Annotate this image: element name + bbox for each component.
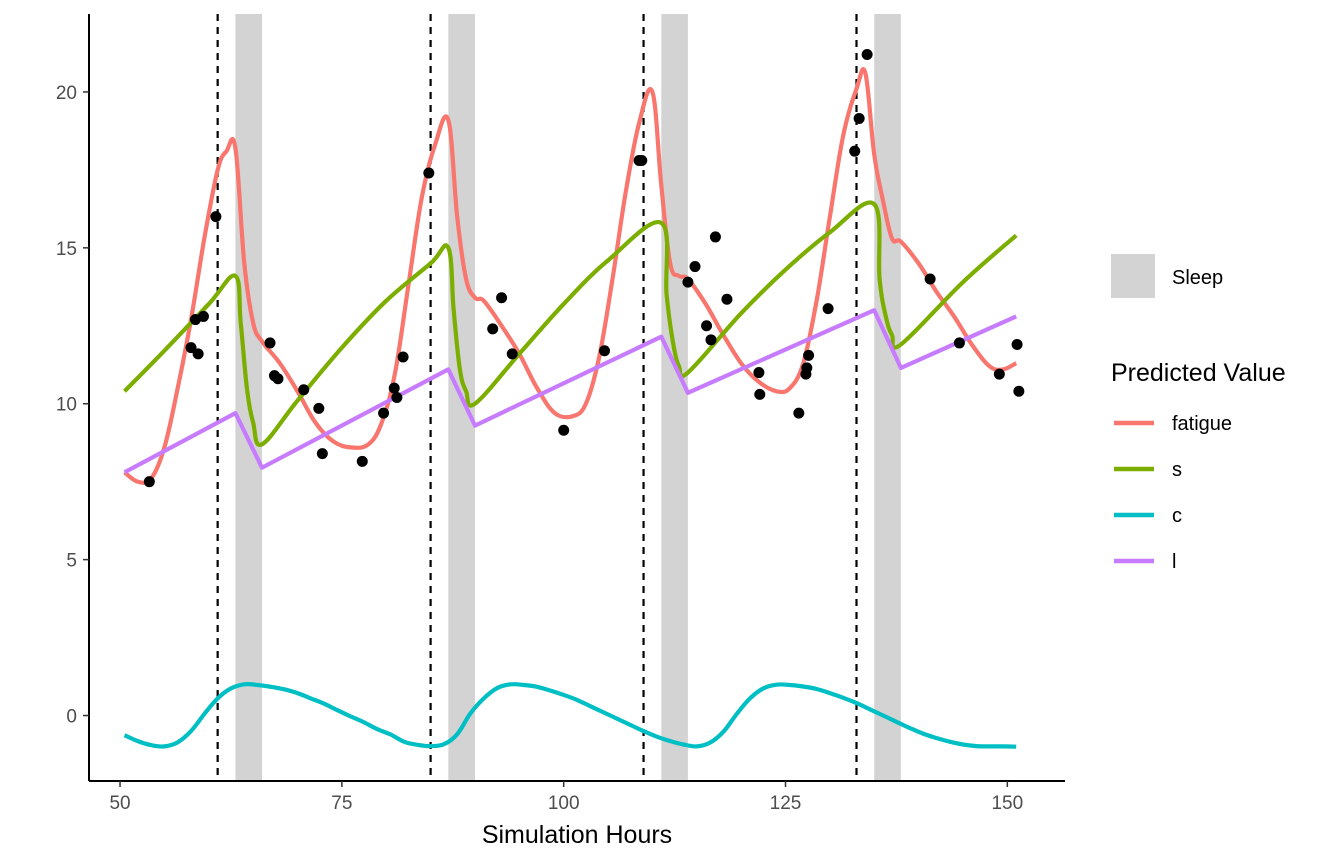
data-point [753, 367, 765, 379]
data-point [558, 424, 570, 436]
data-point [801, 362, 813, 374]
legend-label-l: l [1172, 551, 1176, 573]
legend: Sleep Predicted Value fatigue s c l [1111, 254, 1286, 573]
data-point [264, 337, 276, 349]
series-lines [123, 67, 1018, 749]
data-point [993, 368, 1005, 380]
data-point [298, 384, 310, 396]
data-point [822, 303, 834, 315]
data-point [636, 155, 648, 167]
data-point [853, 112, 865, 124]
data-point [1013, 385, 1025, 397]
y-axis-ticks: 0 5 10 15 20 [56, 83, 89, 728]
data-point [388, 382, 400, 394]
series-line-s [123, 200, 1018, 447]
legend-label-s: s [1172, 459, 1182, 481]
data-point [599, 345, 611, 357]
data-point [316, 448, 328, 460]
data-point [793, 407, 805, 419]
y-tick-label: 5 [66, 551, 77, 572]
x-tick-label: 125 [770, 793, 802, 814]
data-point [803, 349, 815, 361]
data-point [197, 310, 209, 322]
data-point [709, 231, 721, 243]
data-point [689, 261, 701, 273]
data-point [754, 388, 766, 400]
data-point [272, 373, 284, 385]
series-line-l [123, 308, 1018, 475]
data-point [378, 407, 390, 419]
observed-points [143, 49, 1025, 488]
sleep-periods [235, 14, 901, 781]
x-tick-label: 50 [109, 793, 130, 814]
data-point [861, 49, 873, 61]
data-point [397, 351, 409, 363]
x-tick-label: 75 [331, 793, 352, 814]
data-point [953, 337, 965, 349]
data-point [1011, 338, 1023, 350]
legend-title: Predicted Value [1111, 359, 1286, 387]
series-line-fatigue [123, 67, 1018, 485]
data-point [721, 293, 733, 305]
y-tick-label: 0 [66, 707, 77, 728]
data-point [506, 348, 518, 360]
x-axis-ticks: 50 75 100 125 150 [109, 781, 1023, 814]
data-point [682, 276, 694, 288]
data-point [192, 348, 204, 360]
x-tick-label: 100 [548, 793, 580, 814]
data-point [210, 211, 222, 223]
y-tick-label: 20 [56, 83, 77, 104]
y-tick-label: 10 [56, 395, 77, 416]
x-tick-label: 150 [991, 793, 1023, 814]
data-point [496, 292, 508, 304]
data-point [143, 476, 155, 488]
data-point [356, 455, 368, 467]
legend-label-c: c [1172, 505, 1182, 527]
plot-panel [123, 14, 1025, 781]
legend-label-fatigue: fatigue [1172, 413, 1232, 435]
sleep-band [661, 14, 688, 781]
threshold-lines [216, 14, 858, 781]
data-point [924, 273, 936, 285]
legend-label-sleep: Sleep [1172, 267, 1223, 289]
data-point [487, 323, 499, 335]
y-tick-label: 15 [56, 239, 77, 260]
series-line-c [123, 681, 1017, 749]
data-point [849, 145, 861, 157]
data-point [185, 342, 197, 354]
data-point [391, 392, 403, 403]
data-point [701, 320, 713, 332]
data-point [423, 167, 435, 179]
sleep-band [874, 14, 901, 781]
legend-key-sleep [1111, 254, 1155, 298]
data-point [705, 334, 717, 346]
legend-series-keys: fatigue s c l [1114, 413, 1232, 573]
data-point [313, 402, 325, 414]
x-axis-title: Simulation Hours [482, 821, 672, 849]
